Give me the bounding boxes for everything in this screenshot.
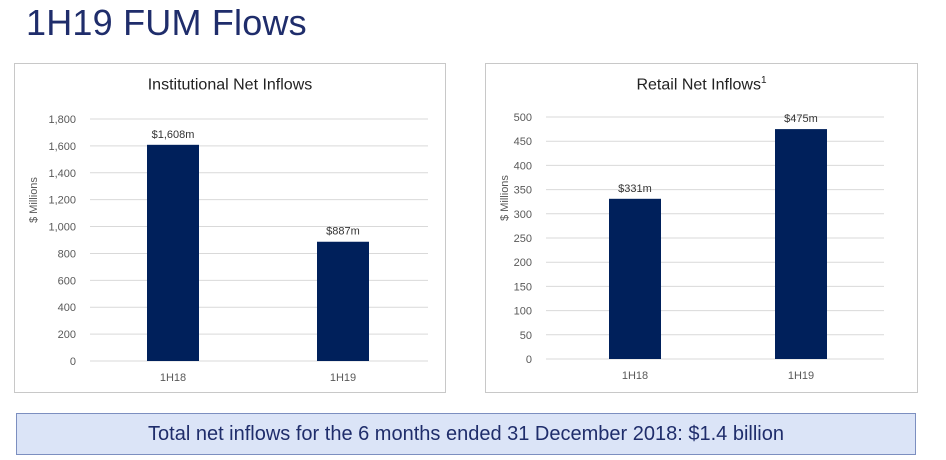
x-tick-label: 1H18 <box>622 370 648 382</box>
y-tick-label: 0 <box>70 356 76 368</box>
y-tick-label: 50 <box>520 330 532 342</box>
y-tick-label: 450 <box>514 136 532 148</box>
y-tick-label: 1,200 <box>48 195 76 207</box>
y-tick-label: 200 <box>514 257 532 269</box>
x-tick-label: 1H19 <box>788 370 814 382</box>
footnote-marker: 1 <box>760 75 767 86</box>
bar <box>317 241 369 361</box>
y-tick-label: 400 <box>58 302 76 314</box>
institutional-net-inflows-chart: 0 200 400 600 800 1,000 1,200 1,400 1,600 1,800 $ … <box>28 114 428 384</box>
chart-title: Retail Net Inflows1 <box>636 75 767 94</box>
y-tick-label: 300 <box>514 209 532 221</box>
y-tick-label: 100 <box>514 306 532 318</box>
institutional-chart-panel: Institutional Net Inflows 0 200 400 600 800 1… <box>14 63 446 393</box>
y-tick-label: 1,600 <box>48 141 76 153</box>
bar <box>775 129 827 359</box>
y-tick-label: 600 <box>58 275 76 287</box>
retail-chart-panel: Retail Net Inflows1 0 50 100 150 200 250 300 35… <box>485 63 918 393</box>
y-tick-label: 1,400 <box>48 168 76 180</box>
y-axis-label: $ Millions <box>28 177 40 223</box>
y-axis-label: $ Millions <box>499 175 511 221</box>
summary-banner: Total net inflows for the 6 months ended… <box>16 413 916 455</box>
y-tick-label: 500 <box>514 112 532 124</box>
y-tick-label: 200 <box>58 329 76 341</box>
y-tick-label: 0 <box>526 354 532 366</box>
chart-title: Institutional Net Inflows <box>147 76 313 94</box>
page-title: 1H19 FUM Flows <box>26 2 307 43</box>
y-tick-label: 800 <box>58 248 76 260</box>
retail-net-inflows-chart: 0 50 100 150 200 250 300 350 400 450 500 $ Millions… <box>499 112 884 382</box>
y-tick-label: 150 <box>514 281 532 293</box>
data-label: $887m <box>326 226 360 238</box>
data-label: $331m <box>618 183 652 195</box>
y-tick-label: 350 <box>514 185 532 197</box>
bar <box>609 198 661 359</box>
y-tick-label: 1,000 <box>48 222 76 234</box>
x-tick-label: 1H18 <box>160 372 186 384</box>
x-tick-label: 1H19 <box>330 372 356 384</box>
y-tick-label: 400 <box>514 160 532 172</box>
bar <box>147 144 199 361</box>
data-label: $475m <box>784 113 818 125</box>
y-tick-label: 250 <box>514 233 532 245</box>
data-label: $1,608m <box>152 129 195 141</box>
y-tick-label: 1,800 <box>48 114 76 126</box>
